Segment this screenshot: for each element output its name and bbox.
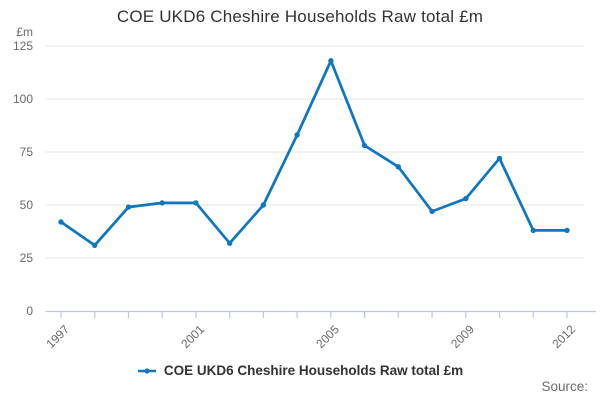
- data-point-marker: [328, 58, 334, 64]
- legend: COE UKD6 Cheshire Households Raw total £…: [0, 363, 600, 378]
- data-point-marker: [463, 195, 469, 202]
- y-tick-label: 0: [26, 304, 33, 318]
- data-point-marker: [361, 142, 368, 149]
- data-point-marker: [159, 200, 165, 206]
- data-point-marker: [125, 204, 132, 210]
- x-tick-label: 1997: [43, 322, 72, 351]
- x-tick-label: 2001: [178, 322, 207, 351]
- data-point-marker: [193, 200, 199, 206]
- data-point-marker: [530, 227, 536, 234]
- series-line: [59, 57, 569, 248]
- data-point-marker: [227, 240, 233, 246]
- y-tick-label: 25: [20, 251, 34, 265]
- source-label: Source:: [541, 379, 588, 394]
- data-point-marker: [496, 155, 503, 162]
- y-tick-label: 100: [13, 92, 33, 106]
- y-tick-label: 125: [13, 39, 33, 53]
- data-point-marker: [58, 219, 64, 225]
- x-tick-label: 2005: [313, 322, 342, 351]
- data-point-marker: [395, 164, 401, 170]
- y-tick-label: 50: [20, 198, 34, 212]
- line-chart-plot: £m 0 25 50 75 100 125 1997 2001 2005 2009 2012: [13, 25, 596, 351]
- data-point-marker: [429, 208, 435, 215]
- data-point-marker: [260, 202, 267, 208]
- y-axis-unit-label: £m: [16, 25, 33, 39]
- y-tick-label: 75: [20, 145, 34, 159]
- legend-label: COE UKD6 Cheshire Households Raw total £…: [163, 363, 464, 378]
- chart-title: COE UKD6 Cheshire Households Raw total £…: [116, 7, 484, 26]
- data-point-marker: [92, 242, 98, 248]
- data-point-marker: [564, 227, 570, 234]
- x-tick-label: 2009: [448, 322, 477, 351]
- legend-line-marker-icon: [137, 367, 156, 374]
- legend-marker-dot: [144, 367, 150, 374]
- data-point-marker: [294, 132, 300, 138]
- x-tick-label: 2012: [549, 322, 578, 351]
